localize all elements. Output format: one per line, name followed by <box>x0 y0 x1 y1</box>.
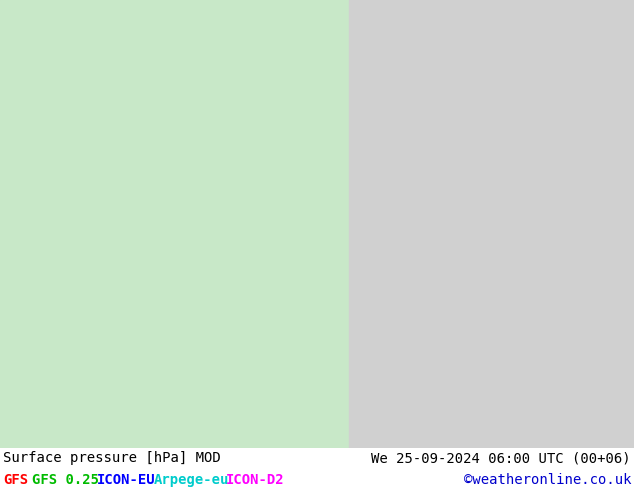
Text: ICON-D2: ICON-D2 <box>226 473 285 487</box>
Text: We 25-09-2024 06:00 UTC (00+06): We 25-09-2024 06:00 UTC (00+06) <box>372 451 631 466</box>
Text: GFS 0.25: GFS 0.25 <box>32 473 99 487</box>
Bar <box>0 0 539 448</box>
Text: Surface pressure [hPa] MOD: Surface pressure [hPa] MOD <box>3 451 221 466</box>
Text: Arpege-eu: Arpege-eu <box>154 473 230 487</box>
Text: GFS: GFS <box>3 473 28 487</box>
Text: ©weatheronline.co.uk: ©weatheronline.co.uk <box>463 473 631 487</box>
Bar <box>349 0 634 448</box>
Text: ICON-EU: ICON-EU <box>96 473 155 487</box>
